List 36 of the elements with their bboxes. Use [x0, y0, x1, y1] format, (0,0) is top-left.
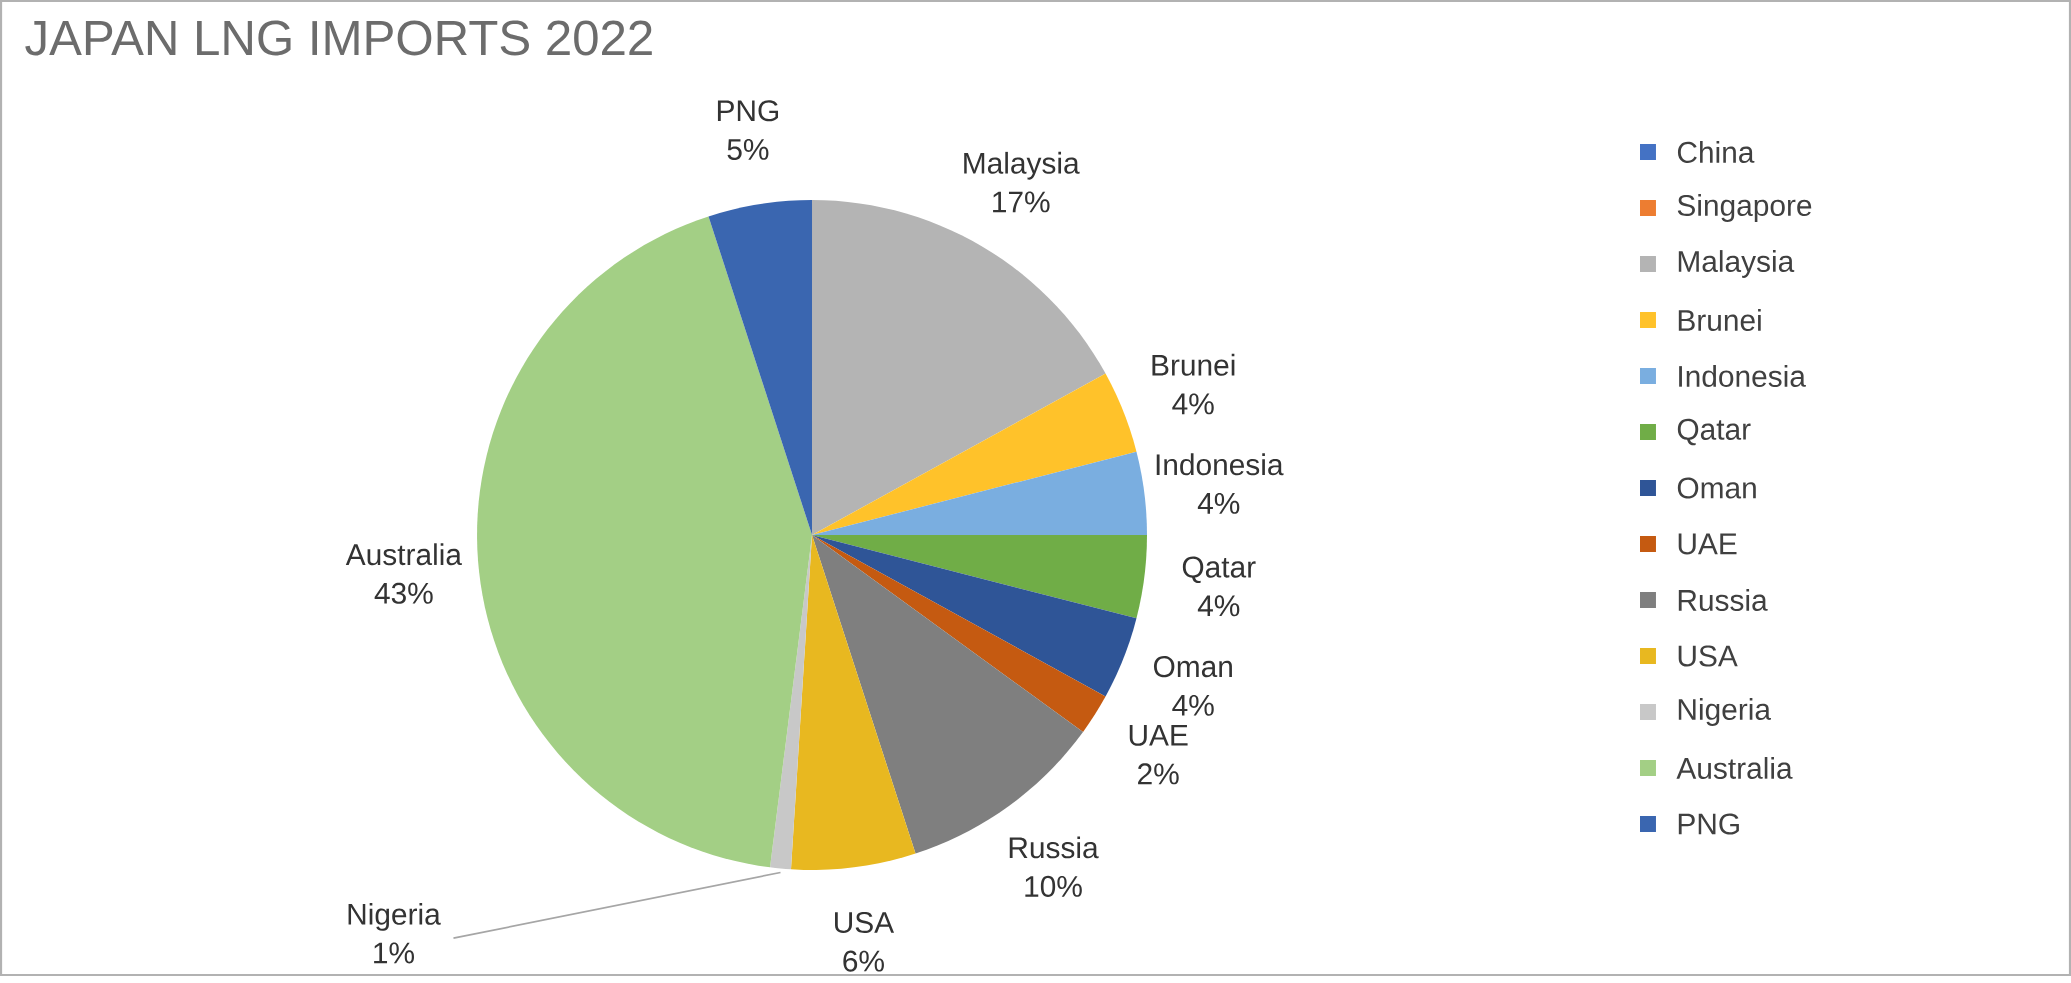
slice-label: Malaysia — [964, 151, 1080, 180]
slice-label: Oman — [1153, 655, 1232, 678]
data-label: 4% — [1197, 492, 1240, 514]
legend-label: Qatar — [1677, 418, 1751, 446]
data-label: 2% — [1138, 763, 1179, 785]
slice-label: Indonesia — [1156, 453, 1284, 476]
legend-label: Singapore — [1677, 193, 1812, 222]
data-label: 17% — [993, 191, 1050, 213]
slice-label: Nigeria — [348, 902, 441, 931]
slice-label: Qatar — [1182, 556, 1256, 583]
slice-label: UAE — [1129, 724, 1188, 746]
legend-label: USA — [1678, 645, 1738, 667]
legend-label: China — [1677, 140, 1755, 163]
data-label: 5% — [727, 138, 769, 160]
legend-label: Nigeria — [1678, 697, 1771, 726]
slice-label: PNG — [717, 100, 779, 122]
data-label: 6% — [843, 950, 884, 972]
data-label: 10% — [1025, 875, 1082, 897]
chart-title: JAPAN LNG IMPORTS 2022 — [25, 20, 652, 56]
data-label: 43% — [374, 582, 433, 604]
legend-label: Indonesia — [1679, 364, 1806, 387]
slice-label: Russia — [1009, 836, 1099, 859]
data-label: 4% — [1172, 393, 1214, 415]
legend-label: Australia — [1676, 756, 1793, 779]
slice-label: USA — [835, 911, 895, 933]
legend-label: Oman — [1677, 477, 1756, 499]
slice-label: Australia — [345, 543, 462, 566]
slice-label: Brunei — [1152, 353, 1235, 376]
legend-label: UAE — [1678, 533, 1737, 555]
data-label: 1% — [374, 942, 414, 964]
legend-label: Malaysia — [1678, 249, 1795, 278]
legend-label: Russia — [1678, 588, 1768, 611]
data-label: 4% — [1197, 595, 1240, 617]
data-label: 4% — [1172, 694, 1214, 716]
legend-label: PNG — [1678, 813, 1739, 835]
legend-label: Brunei — [1678, 308, 1761, 331]
